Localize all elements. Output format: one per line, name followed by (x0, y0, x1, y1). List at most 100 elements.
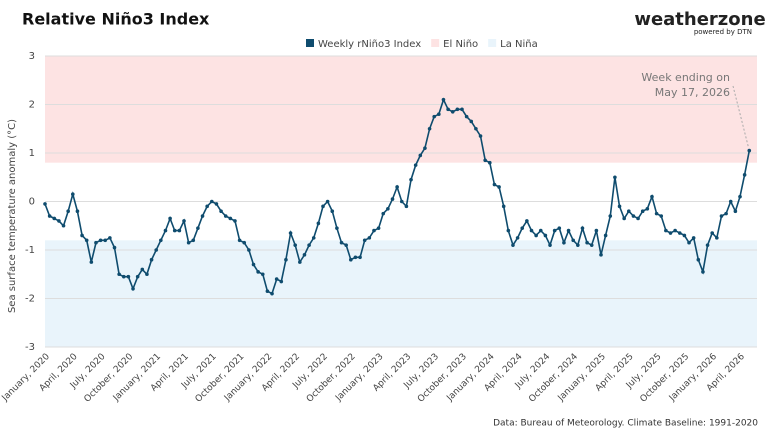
point (501, 204, 506, 209)
point (474, 126, 478, 131)
point (311, 236, 316, 240)
point (520, 226, 525, 230)
legend-swatch (488, 39, 497, 47)
point (61, 223, 66, 228)
point (330, 209, 335, 213)
point (177, 228, 182, 233)
point (460, 107, 464, 112)
point (682, 233, 687, 238)
point (293, 243, 298, 247)
y-tick-label: 2 (29, 100, 35, 111)
point (112, 245, 117, 250)
point (691, 236, 696, 240)
point (613, 175, 617, 180)
point (469, 119, 474, 124)
y-tick-label: 3 (29, 51, 35, 62)
x-tick-label: January, 2020 (0, 352, 52, 404)
point (339, 240, 344, 245)
point (562, 240, 566, 245)
point (75, 209, 80, 213)
point (594, 228, 599, 233)
point (497, 185, 501, 189)
y-tick-label: 0 (29, 197, 35, 208)
point (390, 197, 395, 201)
annotation: Week ending on (641, 71, 730, 84)
point (121, 274, 126, 279)
point (80, 233, 84, 238)
point (724, 211, 728, 216)
point (543, 233, 548, 238)
point (715, 236, 719, 240)
point (576, 243, 580, 247)
band (45, 56, 757, 163)
point (719, 214, 724, 218)
point (515, 236, 520, 240)
point (182, 219, 186, 223)
point (223, 214, 228, 218)
point (358, 255, 362, 260)
point (733, 209, 738, 213)
point (43, 202, 47, 206)
point (84, 238, 89, 243)
point (284, 257, 288, 262)
point (506, 228, 511, 233)
point (325, 199, 330, 204)
point (191, 238, 196, 243)
point (307, 243, 311, 247)
point (492, 182, 497, 187)
band (45, 240, 757, 347)
point (131, 287, 135, 291)
point (256, 270, 260, 274)
point (242, 240, 247, 245)
point (145, 272, 149, 277)
point (247, 248, 251, 252)
point (200, 214, 205, 218)
point (140, 267, 145, 272)
point (654, 211, 659, 216)
point (260, 272, 265, 277)
chart-title: Relative Niño3 Index (22, 10, 210, 29)
legend-swatch (306, 39, 314, 47)
point (599, 253, 603, 257)
point (270, 291, 274, 296)
point (659, 214, 664, 218)
point (302, 253, 307, 257)
point (534, 233, 538, 238)
x-tick-label: January, 2025 (556, 352, 608, 404)
point (441, 97, 446, 102)
point (108, 236, 112, 240)
point (664, 228, 668, 233)
point (728, 199, 733, 204)
point (705, 243, 710, 247)
x-tick-label: January, 2022 (222, 352, 274, 404)
point (196, 226, 200, 230)
point (645, 206, 650, 211)
point (742, 173, 747, 177)
point (423, 146, 427, 150)
point (228, 216, 233, 221)
point (747, 148, 752, 153)
point (673, 228, 677, 233)
point (446, 107, 450, 112)
point (103, 238, 108, 243)
point (631, 214, 636, 218)
point (399, 199, 404, 204)
point (316, 221, 321, 226)
point (580, 226, 585, 230)
point (710, 231, 714, 235)
point (617, 204, 622, 209)
point (525, 219, 529, 223)
point (214, 202, 219, 206)
point (552, 228, 557, 233)
point (265, 289, 270, 294)
point (344, 243, 348, 247)
annotation: May 17, 2026 (655, 86, 730, 99)
point (603, 233, 608, 238)
point (529, 228, 534, 233)
point (117, 272, 121, 277)
annotation-leader (732, 85, 749, 147)
point (186, 240, 191, 245)
legend-label: La Niña (500, 39, 538, 50)
point (427, 126, 432, 131)
point (274, 277, 279, 281)
